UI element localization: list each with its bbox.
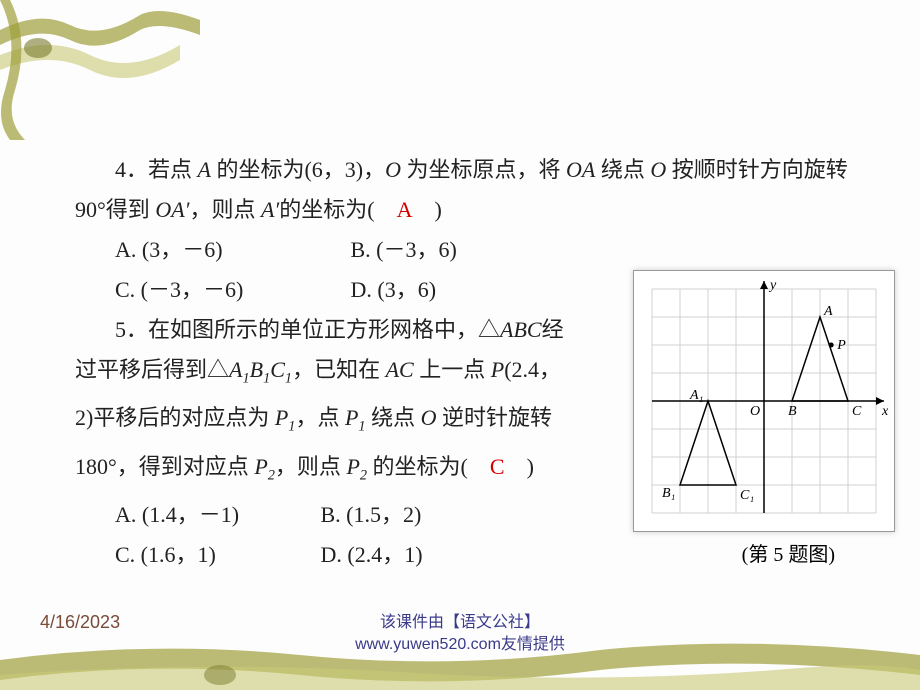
footer-credit: 该课件由【语文公社】 www.yuwen520.com友情提供: [0, 612, 920, 656]
svg-text:B: B: [788, 404, 797, 419]
q5-option-d: D. (2.4，1): [321, 535, 551, 575]
q4-option-a: A. (3，－6): [115, 230, 345, 270]
svg-text:C: C: [852, 404, 862, 419]
q4-option-d: D. (3，6): [351, 270, 581, 310]
q4-option-b: B. (－3，6): [351, 230, 581, 270]
svg-text:A₁: A₁: [689, 388, 703, 403]
a1b1c1: A1B1C1: [229, 357, 292, 382]
svg-text:B₁: B₁: [662, 486, 675, 501]
decorative-ribbon-tl: [0, 0, 200, 140]
q5-option-c: C. (1.6，1): [115, 535, 315, 575]
p2: P2: [254, 454, 275, 479]
p1b: P1: [345, 405, 366, 430]
p1: P1: [275, 405, 296, 430]
svg-text:C₁: C₁: [740, 488, 754, 503]
q4-answer: A: [397, 197, 413, 222]
q5-option-a: A. (1.4，－1): [115, 495, 315, 535]
q5-figure: A B C P A₁ B₁ C₁ x y O: [633, 270, 895, 532]
svg-text:y: y: [768, 278, 777, 293]
grid-svg: A B C P A₁ B₁ C₁ x y O: [634, 271, 894, 531]
svg-text:A: A: [823, 304, 833, 319]
q4-options-row1: A. (3，－6) B. (－3，6): [115, 230, 855, 270]
svg-text:x: x: [881, 404, 889, 419]
svg-text:P: P: [836, 338, 846, 353]
q5-number: 5．: [115, 317, 148, 342]
q4-number: 4．: [115, 157, 148, 182]
q5-answer: C: [490, 454, 505, 479]
svg-text:O: O: [750, 404, 760, 419]
q5-option-b: B. (1.5，2): [321, 495, 551, 535]
p2b: P2: [346, 454, 367, 479]
q4-option-c: C. (－3，－6): [115, 270, 345, 310]
q5-figure-caption: (第 5 题图): [742, 538, 835, 567]
question-4: 4．若点 A 的坐标为(6，3)，O 为坐标原点，将 OA 绕点 O 按顺时针方…: [75, 150, 855, 230]
question-5: 5．在如图所示的单位正方形网格中，△ABC经过平移后得到△A1B1C1，已知在 …: [75, 310, 575, 495]
